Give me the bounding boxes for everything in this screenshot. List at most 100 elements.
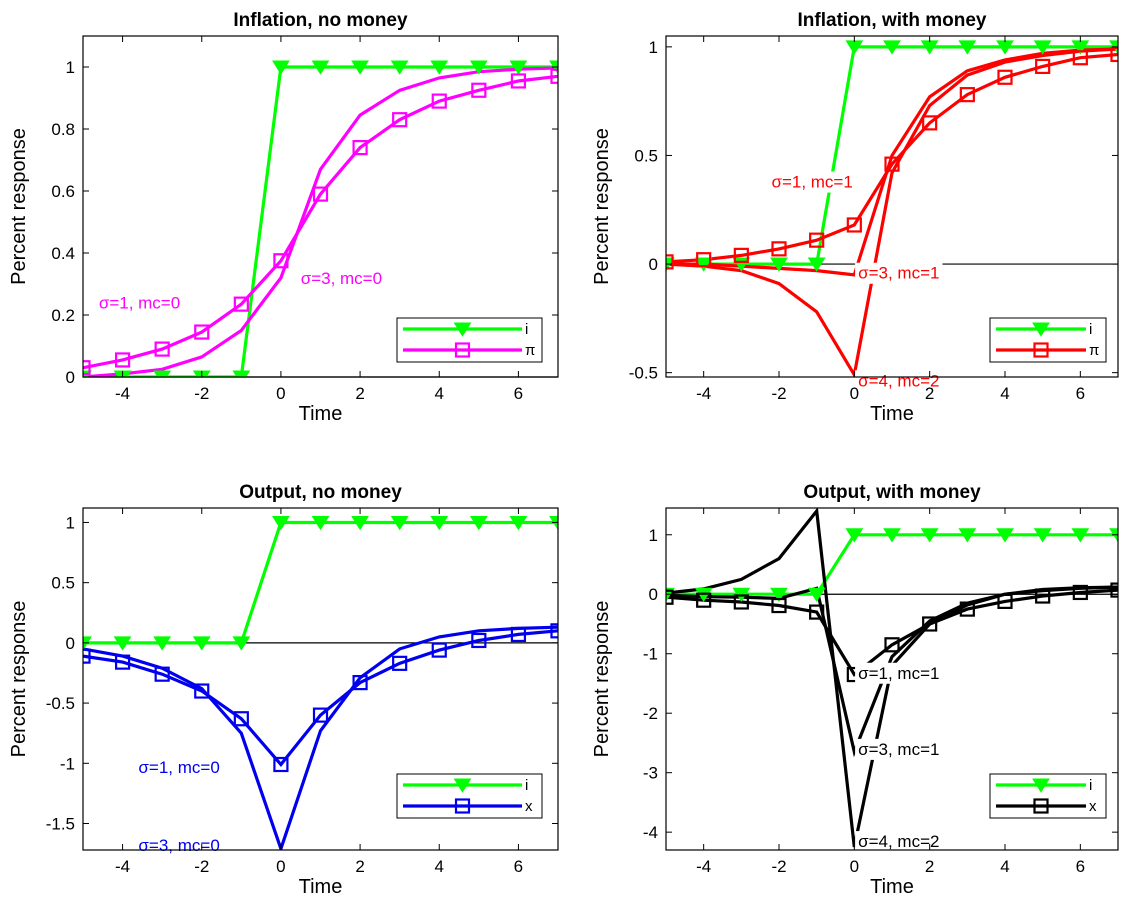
- data-point-π: [959, 87, 975, 103]
- y-tick-label: 0: [649, 255, 658, 274]
- y-tick-label: 0.8: [51, 120, 75, 139]
- axes-frame: [82, 35, 559, 378]
- axes-frame: [665, 35, 1119, 378]
- series-group: [666, 508, 1118, 848]
- legend-marker-i: [453, 778, 472, 793]
- legend-label: i: [1089, 321, 1092, 338]
- series-line-π: [666, 52, 1118, 264]
- data-point-x: [154, 666, 170, 682]
- y-tick-label: 0.5: [634, 146, 658, 165]
- data-point-x: [884, 637, 900, 653]
- annotation-label: σ=3, mc=0: [301, 269, 382, 288]
- data-point-i: [153, 370, 172, 377]
- annotation-background: [768, 171, 856, 193]
- x-tick-label: 2: [925, 384, 934, 403]
- data-point-x: [83, 648, 91, 664]
- data-point-i: [845, 528, 864, 543]
- data-point-i: [509, 515, 528, 531]
- y-tick-label: -0.5: [46, 694, 75, 713]
- y-tick-label: 0.6: [51, 182, 75, 201]
- data-point-i: [192, 636, 211, 651]
- data-point-i: [883, 40, 901, 55]
- legend: ix: [396, 773, 543, 819]
- y-axis-label: Percent response: [8, 128, 30, 285]
- y-tick-label: -0.5: [629, 364, 658, 383]
- data-point-π: [696, 252, 712, 268]
- axes-frame: [82, 507, 559, 851]
- annotation-background: [135, 756, 223, 778]
- annotation-label: σ=1, mc=1: [771, 173, 852, 192]
- data-point-x: [959, 601, 975, 617]
- y-tick-label: 0.2: [51, 306, 75, 325]
- data-point-π: [846, 217, 862, 233]
- legend-label: i: [525, 321, 528, 338]
- x-tick-label: 4: [435, 384, 444, 403]
- x-axis-label: Time: [870, 876, 914, 898]
- data-point-x: [273, 756, 289, 773]
- x-tick-label: 4: [435, 857, 444, 876]
- data-point-i: [351, 60, 369, 75]
- legend-label: π: [525, 342, 535, 359]
- data-point-i: [153, 636, 172, 651]
- data-point-π: [510, 73, 527, 89]
- data-point-i: [351, 515, 369, 531]
- x-tick-label: 0: [276, 384, 285, 403]
- data-point-i: [272, 60, 290, 75]
- annotation-background: [855, 370, 943, 392]
- data-point-i: [996, 528, 1014, 543]
- x-tick-label: -4: [696, 384, 711, 403]
- data-point-π: [1035, 58, 1051, 75]
- annotation-background: [855, 262, 943, 284]
- annotation-background: [135, 835, 223, 857]
- data-point-x: [1110, 582, 1118, 598]
- x-tick-label: 0: [276, 857, 285, 876]
- legend: ix: [989, 773, 1107, 819]
- y-tick-label: 0: [66, 634, 75, 653]
- x-tick-label: 2: [355, 384, 364, 403]
- data-point-i: [430, 60, 449, 75]
- data-point-π: [83, 360, 91, 376]
- data-point-x: [771, 597, 787, 614]
- legend-marker-i: [1032, 778, 1050, 793]
- data-point-π: [114, 352, 131, 368]
- data-point-x: [666, 589, 674, 605]
- data-point-i: [807, 587, 826, 602]
- series-line-π: [83, 74, 558, 370]
- data-point-x: [431, 642, 447, 658]
- y-tick-label: 1: [66, 513, 75, 532]
- data-point-i: [509, 60, 528, 75]
- annotation-background: [855, 738, 943, 760]
- data-point-i: [311, 60, 330, 75]
- chart-title: Output, with money: [803, 482, 981, 503]
- data-point-i: [920, 528, 939, 543]
- x-tick-label: 4: [1000, 857, 1009, 876]
- x-tick-label: -4: [115, 857, 130, 876]
- data-point-π: [273, 253, 289, 269]
- data-point-i: [1071, 528, 1090, 543]
- data-point-i: [958, 528, 977, 543]
- data-point-π: [1110, 46, 1118, 63]
- data-point-i: [390, 515, 409, 531]
- x-tick-label: -4: [696, 857, 711, 876]
- annotation-label: σ=3, mc=1: [858, 264, 939, 283]
- y-tick-label: -1: [643, 645, 658, 664]
- data-point-i: [469, 515, 488, 531]
- y-axis-label: Percent response: [8, 601, 30, 758]
- data-point-π: [194, 324, 210, 340]
- data-point-i: [232, 370, 251, 377]
- data-point-x: [550, 623, 558, 639]
- data-point-i: [770, 257, 788, 272]
- legend-label: x: [525, 798, 533, 815]
- data-point-π: [392, 112, 408, 128]
- y-tick-label: -1.5: [46, 815, 75, 834]
- data-point-i: [958, 40, 977, 55]
- x-tick-label: 0: [850, 384, 859, 403]
- y-tick-label: 1: [649, 526, 658, 545]
- x-tick-label: 6: [1076, 857, 1085, 876]
- data-point-π: [771, 241, 787, 257]
- data-point-x: [233, 711, 249, 727]
- data-point-i: [113, 636, 132, 651]
- y-axis-label: Percent response: [591, 601, 613, 758]
- y-axis-label: Percent response: [591, 128, 613, 285]
